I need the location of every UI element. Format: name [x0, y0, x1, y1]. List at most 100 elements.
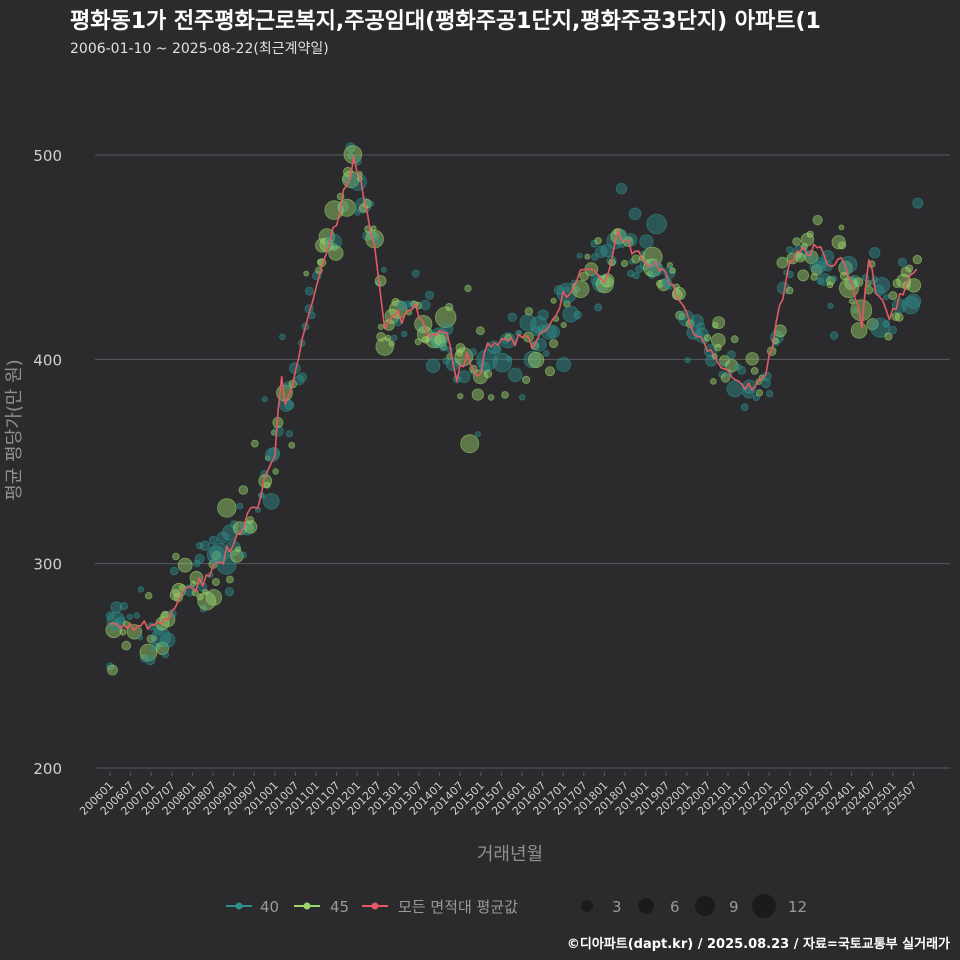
- point-40: [380, 266, 387, 273]
- point-45: [884, 332, 893, 341]
- point-40: [827, 302, 834, 309]
- point-40: [506, 355, 513, 362]
- point-40: [199, 540, 211, 552]
- point-45: [232, 521, 247, 536]
- point-45: [831, 235, 846, 250]
- point-40: [508, 367, 523, 383]
- point-45: [483, 369, 493, 379]
- point-40: [818, 272, 832, 286]
- point-40: [553, 284, 565, 296]
- point-40: [284, 400, 295, 411]
- point-45: [524, 307, 534, 316]
- point-40: [283, 381, 292, 390]
- point-45: [374, 275, 387, 287]
- point-45: [703, 334, 712, 342]
- point-40: [760, 378, 771, 389]
- point-45: [905, 264, 914, 273]
- point-45: [550, 297, 557, 304]
- point-45: [631, 254, 641, 264]
- average-line-layer: [109, 155, 918, 632]
- point-40: [119, 602, 129, 611]
- point-40: [345, 142, 356, 153]
- point-40: [888, 325, 897, 335]
- point-40: [208, 535, 218, 545]
- legend-40-label: 40: [260, 898, 279, 916]
- point-45: [792, 237, 801, 246]
- point-40: [137, 634, 144, 641]
- point-40: [469, 348, 478, 357]
- point-40: [159, 632, 176, 648]
- point-45: [191, 589, 199, 597]
- point-40: [294, 374, 305, 386]
- point-40: [905, 293, 922, 309]
- point-40: [873, 276, 891, 294]
- point-40: [684, 357, 691, 364]
- point-45: [456, 349, 464, 357]
- point-45: [669, 267, 676, 274]
- point-45: [678, 312, 687, 321]
- point-45: [545, 366, 556, 377]
- point-40: [523, 350, 542, 369]
- point-40: [786, 246, 794, 254]
- point-40: [137, 586, 145, 593]
- point-40: [594, 303, 603, 312]
- point-45: [501, 391, 509, 399]
- point-40: [766, 389, 774, 398]
- point-40: [519, 314, 537, 332]
- point-40: [133, 612, 140, 619]
- legend-45-label: 45: [330, 898, 349, 916]
- point-45: [730, 335, 739, 344]
- point-45: [560, 321, 567, 328]
- point-40: [882, 320, 891, 328]
- point-40: [519, 394, 526, 401]
- y-tick-label-200: 200: [33, 760, 62, 778]
- point-40: [439, 343, 448, 352]
- point-40: [734, 363, 742, 371]
- point-40: [546, 325, 561, 339]
- point-45: [243, 520, 258, 534]
- point-40: [236, 502, 244, 510]
- point-40: [126, 613, 133, 620]
- point-40: [492, 345, 502, 354]
- point-40: [297, 372, 307, 382]
- size-legend-12-label: 12: [788, 898, 807, 916]
- point-45: [263, 481, 271, 489]
- point-45: [303, 270, 310, 277]
- point-40: [285, 430, 293, 438]
- point-45: [594, 237, 602, 245]
- x-axis-label: 거래년월: [477, 844, 543, 865]
- point-40: [576, 252, 583, 259]
- point-45: [126, 624, 143, 640]
- point-40: [624, 233, 638, 247]
- point-45: [837, 241, 847, 250]
- point-45: [272, 468, 279, 475]
- point-45: [866, 318, 879, 331]
- point-40: [261, 396, 268, 403]
- point-45: [189, 570, 204, 585]
- point-45: [230, 549, 244, 563]
- point-45: [527, 351, 545, 368]
- point-45: [330, 243, 338, 251]
- point-45: [217, 498, 237, 518]
- point-45: [250, 439, 259, 448]
- point-40: [696, 322, 706, 331]
- point-45: [384, 334, 392, 342]
- point-40: [537, 309, 549, 321]
- point-40: [224, 587, 235, 597]
- points-layer: [105, 142, 924, 676]
- point-40: [897, 257, 908, 267]
- point-40: [368, 200, 375, 207]
- point-45: [238, 485, 249, 495]
- point-40: [840, 255, 858, 274]
- point-45: [826, 281, 834, 289]
- point-45: [139, 643, 158, 662]
- point-45: [579, 271, 589, 282]
- point-40: [246, 524, 254, 531]
- point-45: [328, 245, 344, 261]
- point-45: [584, 253, 591, 260]
- point-45: [434, 334, 446, 346]
- point-45: [720, 372, 731, 383]
- point-40: [639, 234, 654, 249]
- point-40: [199, 605, 207, 613]
- point-40: [912, 197, 924, 209]
